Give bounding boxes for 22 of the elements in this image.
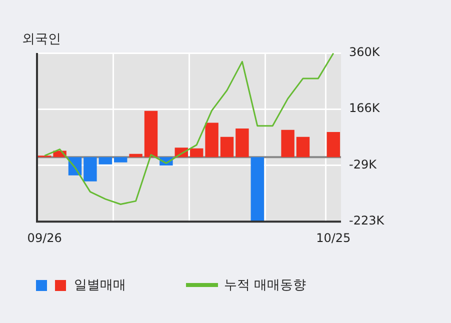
x-tick-label: 10/25 xyxy=(316,230,351,245)
bar xyxy=(326,132,340,158)
y-tick-label: -223K xyxy=(349,214,386,228)
y-tick-label: -29K xyxy=(349,158,378,172)
bar xyxy=(236,128,249,158)
bar xyxy=(190,148,204,158)
bar xyxy=(250,157,264,222)
bar xyxy=(129,154,142,158)
x-tick-label: 09/26 xyxy=(27,230,62,245)
bar xyxy=(281,130,294,158)
bar xyxy=(144,110,158,158)
y-tick-label: 166K xyxy=(349,101,381,116)
legend-label: 일별매매 xyxy=(74,277,126,294)
bar xyxy=(205,122,218,158)
bar xyxy=(220,136,234,158)
bar xyxy=(296,136,310,158)
bar xyxy=(114,157,128,162)
y-tick-label: 360K xyxy=(349,45,381,60)
bar xyxy=(84,157,97,182)
chart-title: 외국인 xyxy=(22,31,61,48)
bar xyxy=(98,157,112,164)
legend-label: 누적 매매동향 xyxy=(224,277,306,294)
